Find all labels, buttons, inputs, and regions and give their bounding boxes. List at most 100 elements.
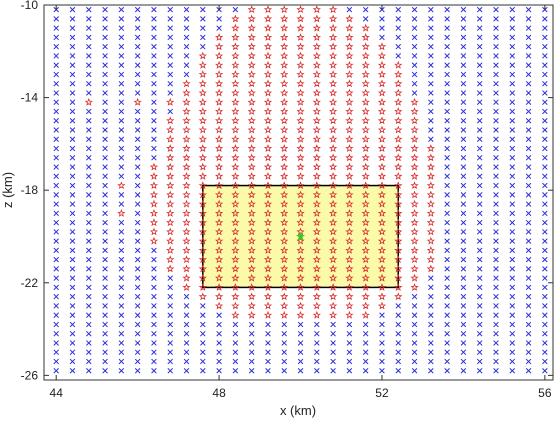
star-marker [263,208,273,217]
star-marker [247,33,256,41]
star-marker [394,264,403,273]
x-marker [444,182,450,189]
x-marker [509,117,516,124]
x-marker [102,53,108,59]
x-marker [493,71,499,78]
x-marker [509,173,516,180]
x-marker [134,303,141,309]
x-marker [525,182,532,189]
star-marker [361,125,370,134]
star-marker [214,301,224,310]
x-marker [167,6,173,13]
x-marker [134,155,141,161]
x-marker [134,127,141,133]
star-marker [198,246,207,254]
star-marker [263,88,273,97]
star-marker [328,208,338,217]
star-marker [296,42,305,51]
x-marker [542,43,548,50]
x-marker [428,80,434,87]
star-marker [280,218,289,227]
star-marker [231,60,240,69]
star-marker [166,97,175,106]
star-marker [394,273,403,282]
x-marker [86,6,92,13]
star-marker [247,208,256,217]
star-marker [328,51,338,60]
star-marker [214,273,224,282]
x-marker [281,340,288,346]
x-marker [167,275,173,281]
star-marker [377,144,387,153]
x-marker [86,330,92,337]
x-marker [428,293,434,300]
star-marker [328,236,338,245]
x-marker [493,145,499,152]
y-tick-label: -18 [21,183,39,197]
star-marker [231,310,240,319]
star-marker [410,144,419,153]
x-marker [525,108,532,115]
x-marker [525,53,532,59]
star-marker [312,97,321,106]
x-marker [411,62,418,68]
star-marker [280,162,289,171]
x-marker [525,266,532,272]
star-marker [394,208,403,217]
x-marker [346,321,353,328]
star-marker [377,162,387,171]
x-marker [362,340,369,346]
star-marker [280,190,289,199]
star-marker [182,218,191,227]
star-marker [377,208,387,217]
x-marker [314,330,320,337]
star-marker [166,227,175,236]
x-marker [134,53,141,59]
x-marker [118,62,125,68]
x-marker [395,349,402,355]
x-marker [53,219,59,226]
star-marker [377,60,387,69]
star-marker [182,116,191,125]
x-marker [379,367,385,374]
star-marker [214,218,224,227]
star-marker [410,218,419,227]
x-marker [69,303,76,309]
x-marker [509,340,516,346]
star-marker [345,227,354,236]
x-marker [395,367,402,374]
star-marker [296,255,305,264]
star-marker [247,310,256,319]
x-marker [53,182,59,189]
star-marker [426,208,435,217]
x-marker [460,303,467,309]
star-marker [247,116,256,125]
star-marker [247,283,256,291]
x-marker [542,330,548,337]
star-marker [182,171,191,180]
star-marker [312,144,321,153]
x-marker [102,201,108,207]
x-marker [118,349,125,355]
star-marker [182,144,191,153]
star-marker [247,255,256,264]
star-marker [328,79,338,88]
x-marker [411,330,418,337]
star-marker [377,246,387,254]
x-marker [525,293,532,300]
star-marker [345,70,354,78]
x-marker [183,330,190,337]
star-marker [247,162,256,171]
star-marker [247,134,256,143]
y-axis-label: z (km) [0,172,15,208]
x-marker [134,108,141,115]
star-marker [280,246,289,254]
x-marker [509,312,516,318]
star-marker [361,97,370,106]
x-marker [476,256,483,263]
x-marker [232,330,239,337]
x-marker [460,34,467,41]
x-marker [509,192,516,198]
x-marker [53,210,59,217]
